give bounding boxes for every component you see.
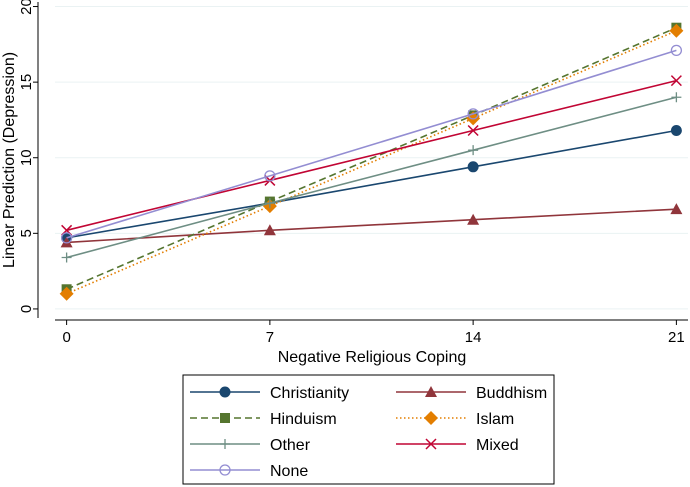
legend-marker-mixed [425, 438, 437, 450]
legend-item-hinduism: Hinduism [190, 411, 337, 428]
legend-label-other: Other [270, 437, 311, 454]
legend-item-mixed: Mixed [396, 437, 519, 454]
data-point-other [671, 92, 682, 103]
data-point-other [264, 198, 275, 209]
y-tick-label: 20 [18, 0, 35, 15]
legend-label-hinduism: Hinduism [270, 411, 337, 428]
data-point-buddhism [60, 236, 73, 248]
data-point-christianity [467, 161, 479, 173]
series-line-buddhism [66, 208, 677, 244]
data-point-none [264, 170, 276, 182]
data-point-islam [669, 23, 684, 38]
legend-marker-islam [424, 411, 438, 425]
data-point-islam [59, 286, 74, 301]
series-line-mixed [66, 79, 677, 232]
data-point-mixed [467, 124, 479, 137]
data-point-christianity [670, 125, 682, 137]
x-tick-label: 14 [465, 329, 482, 346]
legend-item-christianity: Christianity [190, 385, 349, 402]
legend-label-none: None [270, 463, 308, 480]
y-tick-label: 0 [18, 305, 35, 313]
series-mixed [61, 75, 682, 236]
series-line-christianity [66, 129, 677, 239]
legend-marker-hinduism [220, 413, 230, 423]
series-line-hinduism [66, 26, 677, 291]
legend-label-buddhism: Buddhism [476, 385, 547, 402]
y-tick-label: 15 [18, 74, 35, 91]
x-tick-label: 0 [62, 329, 70, 346]
legend-marker-other [220, 439, 230, 449]
data-point-none [467, 108, 479, 120]
data-point-none [60, 232, 73, 244]
y-tick-label: 10 [18, 149, 35, 166]
legend-label-mixed: Mixed [476, 437, 519, 454]
series-buddhism [60, 203, 683, 248]
axes: 0 5 10 15 20 0 7 14 21 Negative Religious Coping L… [1, 0, 688, 366]
legend: Christianity Buddhism Hinduism Islam Other Mi… [182, 374, 555, 485]
legend-label-christianity: Christianity [270, 385, 349, 402]
series-none [60, 44, 683, 244]
series-group [59, 22, 684, 301]
series-line-islam [66, 29, 677, 295]
legend-marker-buddhism [425, 386, 437, 397]
data-point-buddhism [670, 203, 683, 215]
data-point-other [61, 252, 72, 263]
data-point-buddhism [263, 224, 276, 236]
x-tick-label: 7 [266, 329, 274, 346]
legend-item-buddhism: Buddhism [396, 385, 547, 402]
series-line-other [66, 96, 677, 259]
x-axis-title: Negative Religious Coping [278, 349, 467, 366]
series-line-none [66, 49, 677, 239]
legend-marker-christianity [219, 386, 231, 398]
legend-marker-none [219, 464, 231, 476]
x-tick-label: 21 [668, 329, 685, 346]
y-tick-label: 5 [18, 229, 35, 237]
y-axis-title: Linear Prediction (Depression) [1, 52, 18, 268]
data-point-mixed [670, 75, 682, 87]
legend-item-islam: Islam [396, 411, 514, 428]
legend-box [182, 374, 555, 485]
series-other [61, 92, 682, 263]
data-point-buddhism [467, 213, 480, 225]
legend-item-none: None [190, 463, 308, 480]
legend-item-other: Other [190, 437, 311, 454]
legend-label-islam: Islam [476, 411, 514, 428]
data-point-other [468, 145, 479, 156]
data-point-none [670, 44, 683, 57]
